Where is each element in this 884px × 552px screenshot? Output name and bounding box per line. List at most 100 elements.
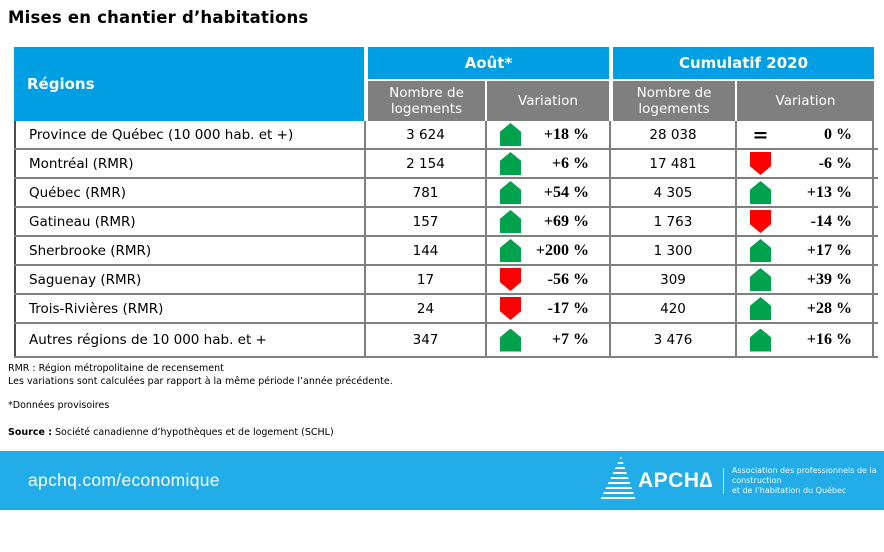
region-cell: Autres régions de 10 000 hab. et + [14,324,364,356]
variation-cell: = 0 % [735,121,874,148]
variation-value: -17 % [547,299,589,317]
variation-cell: -14 % [735,208,874,235]
variation-cell: +7 % [485,324,609,356]
up-arrow-icon [750,268,771,291]
variation-value: +18 % [543,125,589,143]
variation-value: +13 % [806,183,852,201]
variation-value: -14 % [810,212,852,230]
table-row: Montréal (RMR) 2 154 +6 % 17 481 -6 % [14,150,878,179]
count-cell: 28 038 [609,121,735,148]
source-label: Source : [8,427,52,438]
count-cell: 781 [364,179,485,206]
subheader-count-cumulative: Nombre de logements [609,81,735,121]
variation-value: -6 % [818,154,852,172]
apchq-tagline-line2: et de l’habitation du Québec [731,485,847,495]
up-arrow-icon [750,181,771,204]
header-group-august: Août* [364,47,609,81]
variation-value: +54 % [543,183,589,201]
header-regions: Régions [14,47,364,121]
variation-cell: +54 % [485,179,609,206]
region-cell: Sherbrooke (RMR) [14,237,364,264]
variation-cell: -17 % [485,295,609,322]
variation-cell: +6 % [485,150,609,177]
count-cell: 17 481 [609,150,735,177]
variation-value: +6 % [551,154,589,172]
count-cell: 144 [364,237,485,264]
variation-value: +17 % [806,241,852,259]
housing-starts-table: Régions Août* Cumulatif 2020 Nombre de l… [14,47,878,358]
footnote-source: Source : Société canadienne d’hypothèque… [8,426,334,439]
logo-divider [722,467,724,494]
footer-url-link[interactable]: apchq.com/economique [28,470,220,490]
up-arrow-icon [750,328,771,352]
down-arrow-icon [750,152,771,175]
page-title: Mises en chantier d’habitations [8,8,309,27]
table-row: Québec (RMR) 781 +54 % 4 305 +13 % [14,179,878,208]
count-cell: 17 [364,266,485,293]
table-row: Autres régions de 10 000 hab. et +347 +7 … [14,324,878,358]
up-arrow-icon [750,297,771,320]
count-cell: 309 [609,266,735,293]
footnote-provisional: *Données provisoires [8,400,110,411]
up-arrow-icon [500,181,521,204]
variation-cell: -56 % [485,266,609,293]
variation-cell: -6 % [735,150,874,177]
count-cell: 1 300 [609,237,735,264]
variation-cell: +28 % [735,295,874,322]
apchq-tagline: Association des professionnels de la con… [732,466,884,496]
table-row: Saguenay (RMR) 17 -56 % 309 +39 % [14,266,878,295]
variation-cell: +39 % [735,266,874,293]
variation-cell: +17 % [735,237,874,264]
count-cell: 24 [364,295,485,322]
equals-icon: = [752,123,769,146]
apchq-triangle-icon [600,456,636,501]
count-cell: 4 305 [609,179,735,206]
variation-value: +39 % [806,270,852,288]
footnote-rmr-line1: RMR : Région métropolitaine de recenseme… [8,363,224,374]
subheader-variation-cumulative: Variation [735,81,874,121]
variation-cell: +18 % [485,121,609,148]
region-cell: Province de Québec (10 000 hab. et +) [14,121,364,148]
down-arrow-icon [500,268,521,291]
region-cell: Québec (RMR) [14,179,364,206]
up-arrow-icon [500,123,521,146]
up-arrow-icon [500,152,521,175]
variation-value: +16 % [806,331,852,348]
count-cell: 420 [609,295,735,322]
table-row: Gatineau (RMR) 157 +69 % 1 763 -14 % [14,208,878,237]
variation-value: 0 % [824,125,852,143]
variation-cell: +13 % [735,179,874,206]
up-arrow-icon [500,210,521,233]
count-cell: 2 154 [364,150,485,177]
apchq-logo: APCH∆ Association des professionnels de … [600,451,884,510]
region-cell: Gatineau (RMR) [14,208,364,235]
count-cell: 3 476 [609,324,735,356]
subheader-variation-august: Variation [485,81,609,121]
variation-value: +28 % [806,299,852,317]
subheader-count-august: Nombre de logements [364,81,485,121]
footnote-rmr-line2: Les variations sont calculées par rappor… [8,376,393,387]
region-cell: Montréal (RMR) [14,150,364,177]
variation-value: +69 % [543,212,589,230]
table-body: Province de Québec (10 000 hab. et +) 3 6… [14,121,878,358]
table-row: Trois-Rivières (RMR) 24 -17 % 420 +28 % [14,295,878,324]
count-cell: 347 [364,324,485,356]
region-cell: Saguenay (RMR) [14,266,364,293]
apchq-tagline-line1: Association des professionnels de la con… [731,465,877,485]
footnote-rmr: RMR : Région métropolitaine de recenseme… [8,362,393,388]
up-arrow-icon [750,239,771,262]
down-arrow-icon [750,210,771,233]
footer-bar: apchq.com/economique APCH∆ Association d… [0,451,884,510]
variation-value: +7 % [551,331,589,348]
up-arrow-icon [500,239,521,262]
count-cell: 157 [364,208,485,235]
variation-value: +200 % [535,241,589,259]
header-group-cumulative: Cumulatif 2020 [609,47,874,81]
up-arrow-icon [500,328,521,352]
variation-cell: +200 % [485,237,609,264]
region-cell: Trois-Rivières (RMR) [14,295,364,322]
table-row: Sherbrooke (RMR) 144 +200 % 1 300 +17 % [14,237,878,266]
table-row: Province de Québec (10 000 hab. et +) 3 6… [14,121,878,150]
source-text: Société canadienne d’hypothèques et de l… [52,427,334,438]
table-header: Régions Août* Cumulatif 2020 Nombre de l… [14,47,878,121]
